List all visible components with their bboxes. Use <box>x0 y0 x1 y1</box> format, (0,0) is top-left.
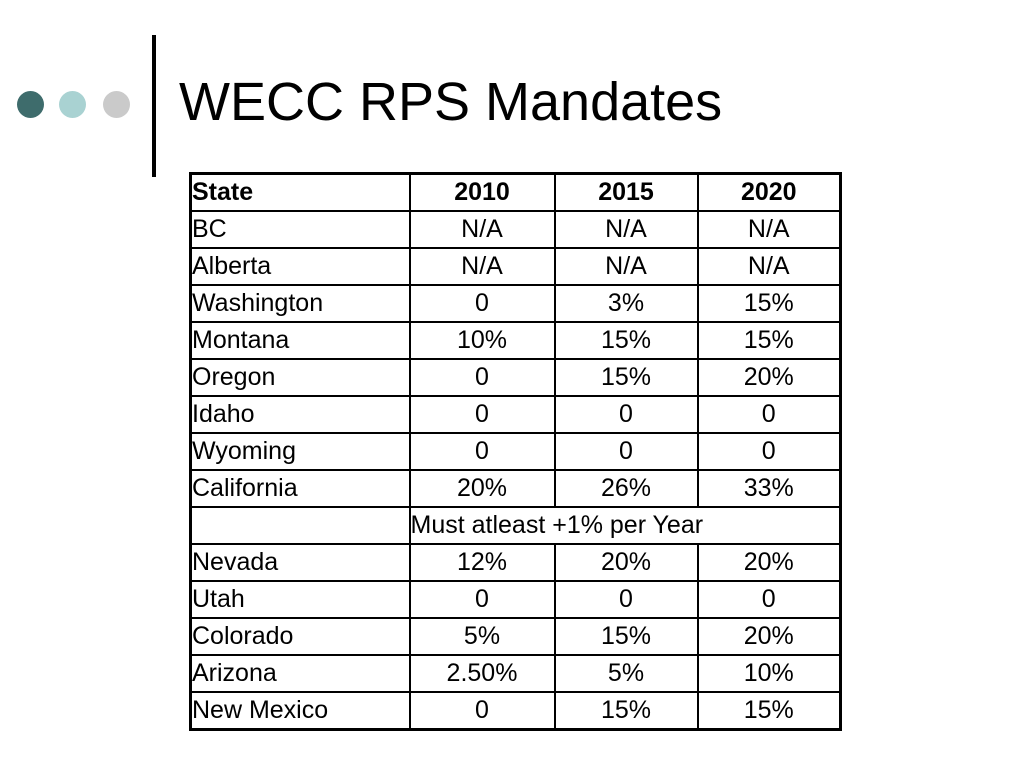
table-row: New Mexico 0 15% 15% <box>189 691 842 731</box>
value-cell: 15% <box>553 691 699 731</box>
value-cell: 0 <box>408 395 556 434</box>
value-cell: N/A <box>553 210 699 249</box>
value-cell: 0 <box>408 580 556 619</box>
note-cell: Must atleast +1% per Year <box>408 506 842 545</box>
value-cell: 0 <box>408 284 556 323</box>
value-cell: 3% <box>553 284 699 323</box>
slide-title: WECC RPS Mandates <box>179 72 723 132</box>
value-cell: 0 <box>696 395 842 434</box>
table-row: Idaho 0 0 0 <box>189 395 842 434</box>
value-cell: N/A <box>696 210 842 249</box>
table-row: Colorado 5% 15% 20% <box>189 617 842 656</box>
table-row: Montana 10% 15% 15% <box>189 321 842 360</box>
state-name-cell: Idaho <box>189 395 411 434</box>
note-row: Must atleast +1% per Year <box>189 506 842 545</box>
table-row: Oregon 0 15% 20% <box>189 358 842 397</box>
state-name-cell: BC <box>189 210 411 249</box>
state-name-cell: Oregon <box>189 358 411 397</box>
value-cell: 33% <box>696 469 842 508</box>
table-row: Alberta N/A N/A N/A <box>189 247 842 286</box>
table-row: California 20% 26% 33% <box>189 469 842 508</box>
value-cell: N/A <box>408 247 556 286</box>
state-name-cell: Nevada <box>189 543 411 582</box>
empty-state-cell <box>189 506 411 545</box>
table-row: BC N/A N/A N/A <box>189 210 842 249</box>
bullet-dot-gray-icon <box>103 91 130 118</box>
state-name-cell: California <box>189 469 411 508</box>
value-cell: 26% <box>553 469 699 508</box>
value-cell: 12% <box>408 543 556 582</box>
value-cell: 15% <box>553 358 699 397</box>
value-cell: 0 <box>696 432 842 471</box>
state-name-cell: New Mexico <box>189 691 411 731</box>
value-cell: 0 <box>553 432 699 471</box>
value-cell: 0 <box>408 691 556 731</box>
table-row: Washington 0 3% 15% <box>189 284 842 323</box>
value-cell: 20% <box>696 543 842 582</box>
state-name-cell: Wyoming <box>189 432 411 471</box>
value-cell: 0 <box>553 395 699 434</box>
value-cell: N/A <box>553 247 699 286</box>
value-cell: 0 <box>553 580 699 619</box>
value-cell: 0 <box>408 358 556 397</box>
value-cell: N/A <box>696 247 842 286</box>
value-cell: 15% <box>696 284 842 323</box>
table-row: Arizona 2.50% 5% 10% <box>189 654 842 693</box>
value-cell: 5% <box>553 654 699 693</box>
value-cell: 15% <box>553 617 699 656</box>
table-row: Utah 0 0 0 <box>189 580 842 619</box>
table-row: Nevada 12% 20% 20% <box>189 543 842 582</box>
value-cell: 10% <box>696 654 842 693</box>
table-header-row: State 2010 2015 2020 <box>189 172 842 212</box>
value-cell: 0 <box>696 580 842 619</box>
column-header-2010: 2010 <box>408 172 556 212</box>
state-name-cell: Arizona <box>189 654 411 693</box>
state-name-cell: Montana <box>189 321 411 360</box>
column-header-2015: 2015 <box>553 172 699 212</box>
state-name-cell: Colorado <box>189 617 411 656</box>
state-name-cell: Alberta <box>189 247 411 286</box>
value-cell: 0 <box>408 432 556 471</box>
value-cell: 5% <box>408 617 556 656</box>
value-cell: 20% <box>408 469 556 508</box>
value-cell: 20% <box>696 617 842 656</box>
value-cell: 20% <box>553 543 699 582</box>
bullet-dot-dark-icon <box>17 91 44 118</box>
value-cell: 15% <box>696 321 842 360</box>
table-row: Wyoming 0 0 0 <box>189 432 842 471</box>
rps-mandates-table: State 2010 2015 2020 BC N/A N/A N/A Albe… <box>189 172 842 731</box>
bullet-dot-teal-icon <box>59 91 86 118</box>
value-cell: 10% <box>408 321 556 360</box>
value-cell: 15% <box>696 691 842 731</box>
column-header-2020: 2020 <box>696 172 842 212</box>
value-cell: 2.50% <box>408 654 556 693</box>
state-name-cell: Utah <box>189 580 411 619</box>
column-header-state: State <box>189 172 411 212</box>
value-cell: N/A <box>408 210 556 249</box>
value-cell: 20% <box>696 358 842 397</box>
title-divider-line <box>152 35 156 177</box>
state-name-cell: Washington <box>189 284 411 323</box>
value-cell: 15% <box>553 321 699 360</box>
